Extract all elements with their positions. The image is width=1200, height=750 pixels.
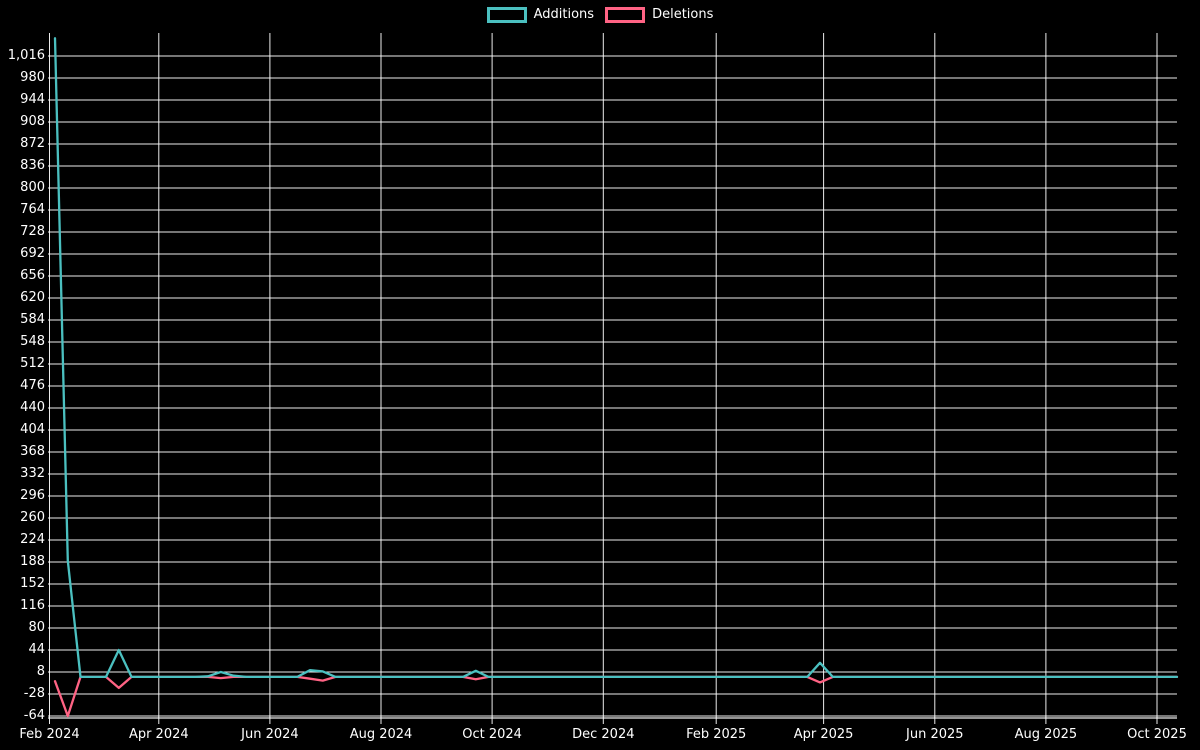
x-tick-label: Apr 2025 [793,727,854,742]
y-tick-label: 584 [20,312,45,327]
y-tick-label: 440 [20,400,45,415]
x-tick-label: Oct 2025 [1127,727,1187,742]
gridlines [48,33,1177,724]
x-tick-label: Feb 2024 [19,727,80,742]
legend-label-deletions: Deletions [652,7,714,22]
y-tick-label: 980 [20,70,45,85]
y-tick-label: 332 [20,466,45,481]
legend-item-deletions[interactable]: Deletions [605,7,713,23]
y-tick-label: 116 [20,598,45,613]
x-tick-label: Oct 2024 [462,727,522,742]
y-tick-label: 764 [20,202,45,217]
y-tick-label: -64 [23,708,45,723]
chart-legend: Additions Deletions [0,7,1200,23]
y-tick-label: 908 [20,114,45,129]
y-tick-label: 476 [20,378,45,393]
y-tick-label: 872 [20,136,45,151]
y-tick-label: -28 [23,686,45,701]
legend-item-additions[interactable]: Additions [486,7,595,23]
x-tick-label: Apr 2024 [128,727,189,742]
x-tick-label: Jun 2025 [906,727,964,742]
y-tick-label: 80 [28,620,45,635]
x-tick-label: Jun 2024 [241,727,299,742]
x-tick-label: Aug 2024 [349,727,413,742]
y-tick-label: 656 [20,268,45,283]
series-line-additions [53,37,1179,679]
y-tick-label: 8 [36,664,45,679]
x-tick-label: Aug 2025 [1014,727,1078,742]
y-tick-label: 620 [20,290,45,305]
y-tick-label: 260 [20,510,45,525]
deletions-swatch-icon [605,7,646,23]
y-tick-label: 1,016 [7,48,45,63]
y-tick-label: 548 [20,334,45,349]
y-tick-label: 188 [20,554,45,569]
x-tick-label: Dec 2024 [572,727,635,742]
legend-label-additions: Additions [533,7,595,22]
y-tick-label: 512 [20,356,45,371]
y-tick-label: 944 [20,92,45,107]
y-tick-label: 836 [20,158,45,173]
y-tick-label: 800 [20,180,45,195]
y-tick-label: 404 [20,422,45,437]
y-tick-label: 296 [20,488,45,503]
y-tick-label: 368 [20,444,45,459]
y-tick-label: 152 [20,576,45,591]
additions-swatch-icon [486,7,527,23]
y-tick-label: 224 [20,532,45,547]
y-tick-label: 44 [28,642,45,657]
x-tick-label: Feb 2025 [686,727,747,742]
y-tick-label: 692 [20,246,45,261]
y-tick-label: 728 [20,224,45,239]
series-line-deletions [53,675,1179,718]
